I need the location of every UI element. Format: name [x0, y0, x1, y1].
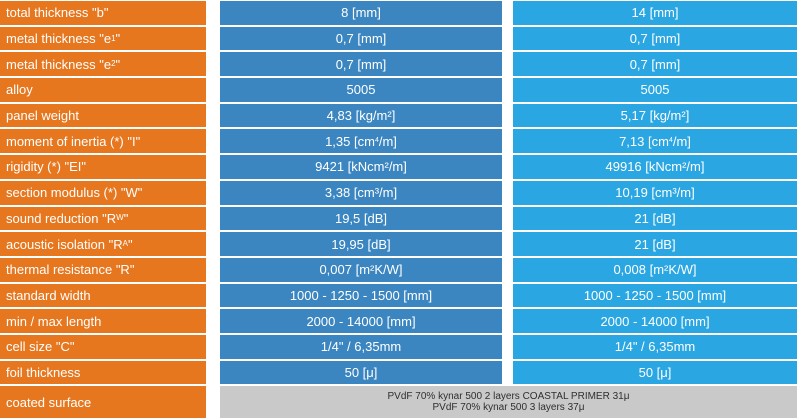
- value-cell-8mm: 1000 - 1250 - 1500 [mm]: [220, 283, 502, 308]
- row-label-text: metal thickness "e: [6, 56, 112, 72]
- row-label-suffix: ": [115, 56, 121, 72]
- value-cell-14mm: 0,7 [mm]: [513, 26, 797, 51]
- table-row: thermal resistance "R" 0,007 [m²K/W] 0,0…: [0, 257, 797, 283]
- value-cell-14mm: 1000 - 1250 - 1500 [mm]: [513, 283, 797, 308]
- table-row: metal thickness "e 2 " 0,7 [mm] 0,7 [mm]: [0, 51, 797, 77]
- table-row: foil thickness 50 [μ] 50 [μ]: [0, 360, 797, 386]
- value-text: 7,13 [cm: [619, 133, 669, 149]
- table-row: metal thickness "e 1 " 0,7 [mm] 0,7 [mm]: [0, 26, 797, 52]
- value-text: 1,35 [cm: [325, 133, 375, 149]
- row-label: metal thickness "e 2 ": [0, 52, 206, 77]
- row-label-suffix: ": [127, 236, 133, 252]
- value-cell-14mm: 0,7 [mm]: [513, 52, 797, 77]
- row-label: section modulus (*) "W": [0, 180, 206, 205]
- value-cell-14mm: 2000 - 14000 [mm]: [513, 309, 797, 333]
- value-cell-8mm: 0,7 [mm]: [220, 26, 502, 51]
- row-label: moment of inertia (*) "I": [0, 129, 206, 154]
- table-row: rigidity (*) "EI" 9421 [kNcm²/m] 49916 […: [0, 154, 797, 180]
- row-label-text: metal thickness "e: [6, 31, 112, 47]
- row-label: standard width: [0, 283, 206, 308]
- value-cell-8mm: 0,7 [mm]: [220, 52, 502, 77]
- value-cell-8mm: 5005: [220, 78, 502, 102]
- value-cell-14mm: 21 [dB]: [513, 232, 797, 256]
- value-cell-8mm: 19,95 [dB]: [220, 232, 502, 256]
- coating-line-1: PVdF 70% kynar 500 2 layers COASTAL PRIM…: [387, 391, 630, 403]
- value-cell-8mm: 1/4" / 6,35mm: [220, 334, 502, 359]
- row-label: acoustic isolation "R A ": [0, 232, 206, 256]
- value-cell-8mm: 3,38 [cm³/m]: [220, 180, 502, 205]
- table-row: total thickness "b" 8 [mm] 14 [mm]: [0, 0, 797, 26]
- table-row: cell size "C" 1/4" / 6,35mm 1/4" / 6,35m…: [0, 334, 797, 360]
- value-cell-14mm: 21 [dB]: [513, 206, 797, 231]
- value-suffix: /m]: [378, 133, 397, 149]
- value-cell-14mm: 10,19 [cm³/m]: [513, 180, 797, 205]
- table-row: alloy 5005 5005: [0, 77, 797, 103]
- value-cell-8mm: 4,83 [kg/m²]: [220, 103, 502, 128]
- value-cell-14mm: 5005: [513, 78, 797, 102]
- value-cell-8mm: 9421 [kNcm²/m]: [220, 155, 502, 179]
- row-label: coated surface: [0, 386, 206, 419]
- value-cell-14mm: 7,13 [cm 4/m]: [513, 129, 797, 154]
- table-row: acoustic isolation "R A " 19,95 [dB] 21 [d…: [0, 231, 797, 257]
- table-row: min / max length 2000 - 14000 [mm] 2000 …: [0, 308, 797, 334]
- value-cell-14mm: 14 [mm]: [513, 1, 797, 25]
- value-cell-8mm: 50 [μ]: [220, 360, 502, 385]
- value-cell-14mm: 50 [μ]: [513, 360, 797, 385]
- row-label: foil thickness: [0, 360, 206, 385]
- value-cell-14mm: 49916 [kNcm²/m]: [513, 155, 797, 179]
- value-cell-8mm: 8 [mm]: [220, 1, 502, 25]
- value-cell-8mm: 2000 - 14000 [mm]: [220, 309, 502, 333]
- coated-surface-merged-cell: PVdF 70% kynar 500 2 layers COASTAL PRIM…: [220, 386, 797, 419]
- row-label: rigidity (*) "EI": [0, 155, 206, 179]
- table-row: sound reduction "R W " 19,5 [dB] 21 [dB]: [0, 206, 797, 232]
- value-suffix: /m]: [672, 133, 691, 149]
- row-label: panel weight: [0, 103, 206, 128]
- row-label-suffix: ": [115, 31, 121, 47]
- row-label: thermal resistance "R": [0, 257, 206, 282]
- table-row: standard width 1000 - 1250 - 1500 [mm] 1…: [0, 283, 797, 309]
- value-cell-8mm: 0,007 [m²K/W]: [220, 257, 502, 282]
- value-cell-14mm: 1/4" / 6,35mm: [513, 334, 797, 359]
- row-label: metal thickness "e 1 ": [0, 26, 206, 51]
- coating-line-2: PVdF 70% kynar 500 3 layers 37μ: [432, 402, 585, 414]
- table-row-coated-surface: coated surface PVdF 70% kynar 500 2 laye…: [0, 385, 797, 419]
- value-cell-8mm: 1,35 [cm 4/m]: [220, 129, 502, 154]
- value-cell-8mm: 19,5 [dB]: [220, 206, 502, 231]
- row-label-suffix: ": [123, 210, 129, 226]
- row-label: min / max length: [0, 309, 206, 333]
- row-label: total thickness "b": [0, 1, 206, 25]
- value-cell-14mm: 0,008 [m²K/W]: [513, 257, 797, 282]
- row-label: alloy: [0, 78, 206, 102]
- row-label: cell size "C": [0, 334, 206, 359]
- row-label: sound reduction "R W ": [0, 206, 206, 231]
- table-row: moment of inertia (*) "I" 1,35 [cm 4/m] 7…: [0, 128, 797, 154]
- row-label-text: acoustic isolation "R: [6, 236, 123, 252]
- value-cell-14mm: 5,17 [kg/m²]: [513, 103, 797, 128]
- row-label-text: sound reduction "R: [6, 210, 117, 226]
- table-row: section modulus (*) "W" 3,38 [cm³/m] 10,…: [0, 180, 797, 206]
- table-row: panel weight 4,83 [kg/m²] 5,17 [kg/m²]: [0, 103, 797, 129]
